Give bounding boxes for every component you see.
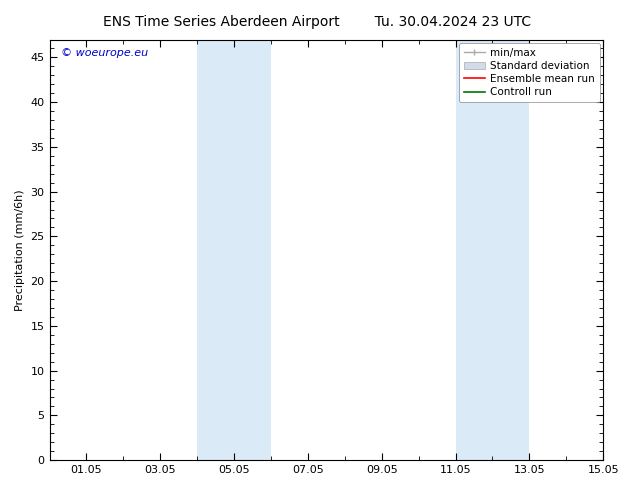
Text: ENS Time Series Aberdeen Airport        Tu. 30.04.2024 23 UTC: ENS Time Series Aberdeen Airport Tu. 30.… — [103, 15, 531, 29]
Y-axis label: Precipitation (mm/6h): Precipitation (mm/6h) — [15, 189, 25, 311]
Bar — [197, 40, 271, 460]
Text: © woeurope.eu: © woeurope.eu — [61, 48, 148, 58]
Legend: min/max, Standard deviation, Ensemble mean run, Controll run: min/max, Standard deviation, Ensemble me… — [459, 43, 600, 102]
Bar — [456, 40, 529, 460]
